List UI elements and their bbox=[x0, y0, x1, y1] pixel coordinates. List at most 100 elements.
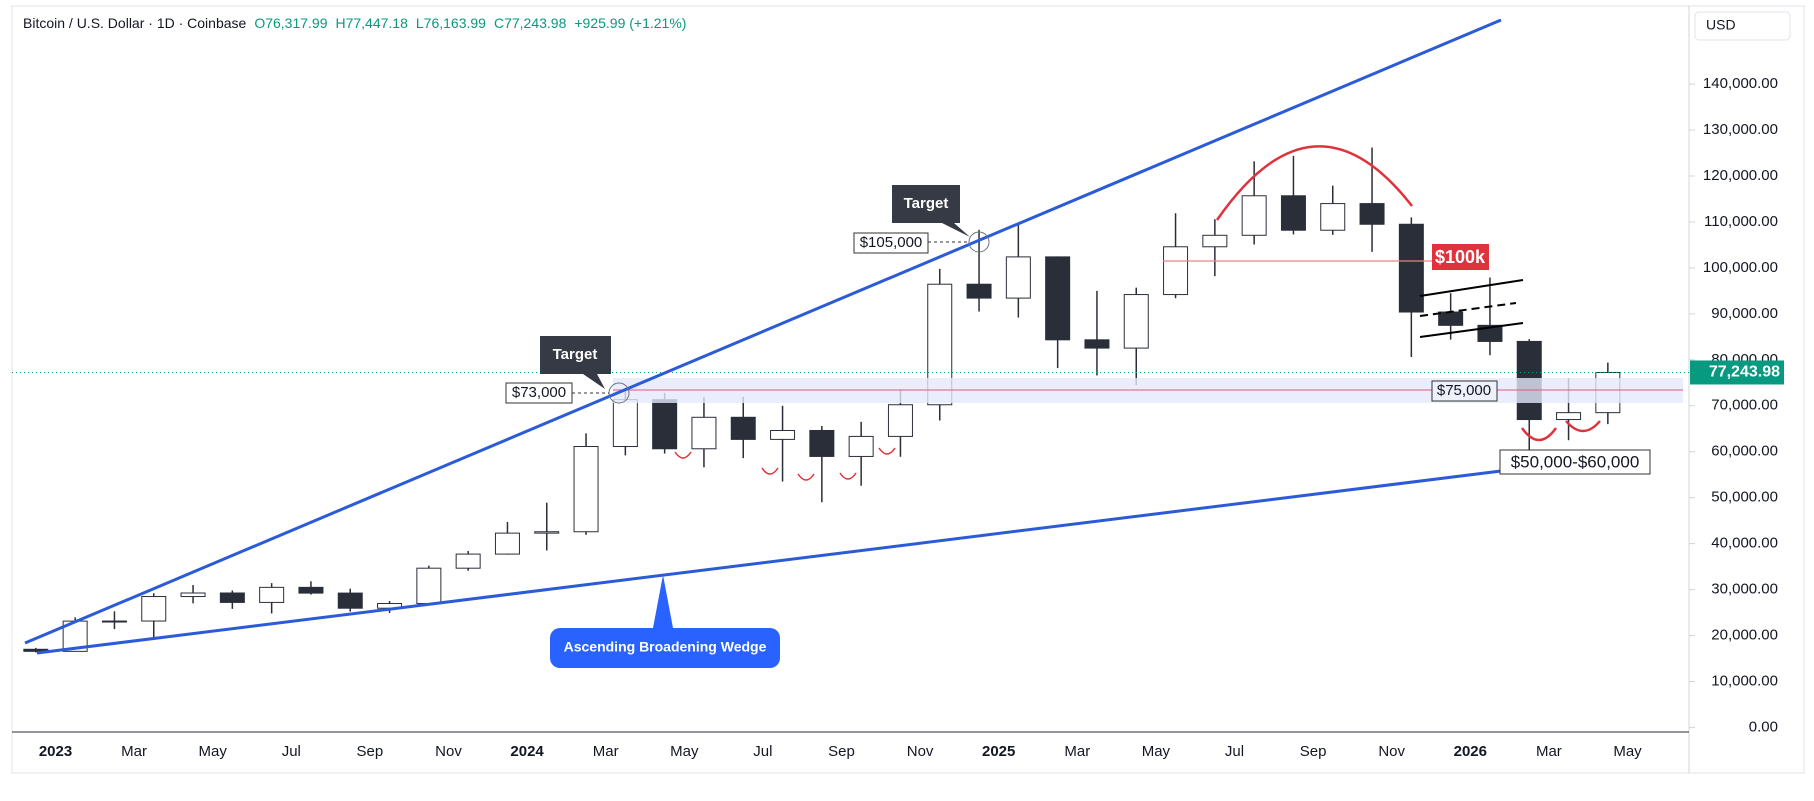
y-tick-label: 110,000.00 bbox=[1704, 213, 1778, 230]
candle-body bbox=[455, 553, 481, 569]
candle-body bbox=[770, 429, 796, 440]
candle-body bbox=[848, 435, 874, 457]
candle-body bbox=[337, 592, 363, 609]
price-box bbox=[1431, 380, 1498, 402]
plot bbox=[12, 147, 1689, 653]
y-tick-label: 60,000.00 bbox=[1711, 443, 1778, 460]
y-tick-label: 90,000.00 bbox=[1711, 305, 1778, 322]
y-tick-label: 130,000.00 bbox=[1703, 121, 1778, 138]
x-tick-label: May bbox=[1613, 743, 1642, 760]
price-box bbox=[1432, 244, 1489, 270]
ohlc-change: +925.99 (+1.21%) bbox=[574, 15, 686, 31]
channel-top bbox=[1419, 279, 1524, 297]
pattern-callout bbox=[550, 575, 780, 668]
candle-body bbox=[1477, 324, 1503, 342]
x-tick-label: Sep bbox=[1300, 743, 1327, 760]
target-label: Target bbox=[904, 195, 949, 212]
candle-body bbox=[966, 283, 992, 299]
x-tick-label: 2025 bbox=[982, 743, 1015, 760]
currency[interactable]: USD bbox=[1706, 17, 1736, 33]
x-tick-label: Mar bbox=[593, 743, 619, 760]
y-tick-label: 120,000.00 bbox=[1703, 167, 1778, 184]
x-tick-label: Jul bbox=[1225, 743, 1244, 760]
x-tick-label: 2023 bbox=[39, 743, 72, 760]
x-tick-label: Sep bbox=[357, 743, 384, 760]
candle-body bbox=[101, 620, 127, 623]
x-tick-label: Nov bbox=[435, 743, 462, 760]
candle-body bbox=[298, 586, 324, 594]
x-tick-label: May bbox=[199, 743, 228, 760]
candle-body bbox=[887, 404, 913, 437]
rounded-top bbox=[1215, 145, 1413, 221]
x-tick-label: Sep bbox=[828, 743, 855, 760]
channel-bottom bbox=[1419, 322, 1524, 338]
candle-body bbox=[259, 586, 285, 603]
x-tick-label: Mar bbox=[121, 743, 147, 760]
ohlc-close: C77,243.98 bbox=[494, 15, 567, 31]
price-box bbox=[1499, 449, 1651, 475]
candle-body bbox=[652, 399, 678, 450]
candle-body bbox=[494, 532, 520, 555]
candle-body bbox=[180, 592, 206, 598]
last-price-box bbox=[1690, 360, 1784, 385]
candle-body bbox=[809, 429, 835, 457]
x-tick-label: Mar bbox=[1536, 743, 1562, 760]
candle-body bbox=[1005, 256, 1031, 299]
y-tick-label: 40,000.00 bbox=[1711, 535, 1778, 552]
candle-body bbox=[1359, 203, 1385, 225]
wedge-lower bbox=[36, 469, 1502, 655]
candle-body bbox=[1280, 195, 1306, 231]
x-tick-label: Jul bbox=[282, 743, 301, 760]
x-tick-label: Nov bbox=[1378, 743, 1405, 760]
price-label: $50,000-$60,000 bbox=[1511, 452, 1640, 471]
candle-body bbox=[1241, 195, 1267, 236]
candle-body bbox=[219, 592, 245, 603]
y-tick-label: 20,000.00 bbox=[1711, 626, 1778, 643]
candle-body bbox=[416, 567, 442, 604]
wedge-upper bbox=[24, 18, 1502, 645]
y-tick-label: 0.00 bbox=[1749, 718, 1778, 735]
x-tick-label: Mar bbox=[1064, 743, 1090, 760]
ohlc-low: L76,163.99 bbox=[416, 15, 486, 31]
ohlc-open: O76,317.99 bbox=[254, 15, 327, 31]
candle-body bbox=[1556, 412, 1582, 421]
x-tick-label: Nov bbox=[907, 743, 934, 760]
last-price-label: 77,243.98 bbox=[1709, 364, 1780, 381]
frame bbox=[11, 5, 1805, 774]
ohlc-high: H77,447.18 bbox=[335, 15, 408, 31]
y-tick-label: 140,000.00 bbox=[1703, 75, 1778, 92]
symbol: Bitcoin / U.S. Dollar · 1D · Coinbase O76… bbox=[23, 15, 686, 31]
x-tick-label: May bbox=[670, 743, 699, 760]
candle-body bbox=[1123, 294, 1149, 349]
x-tick-label: Jul bbox=[753, 743, 772, 760]
candle-body bbox=[1320, 203, 1346, 231]
target-circle bbox=[968, 231, 990, 253]
candle-body bbox=[573, 446, 599, 533]
price-box bbox=[853, 232, 929, 254]
price-label: $105,000 bbox=[860, 234, 923, 251]
price-box bbox=[505, 382, 573, 404]
target-callout bbox=[892, 185, 970, 237]
cups bbox=[674, 420, 1601, 481]
x-tick-label: 2024 bbox=[510, 743, 544, 760]
currency-button[interactable] bbox=[1694, 11, 1791, 41]
candle-body bbox=[141, 596, 167, 622]
target-label: Target bbox=[553, 346, 598, 363]
price-label: $73,000 bbox=[512, 384, 566, 401]
y-tick-label: 100,000.00 bbox=[1703, 259, 1778, 276]
price-label: $75,000 bbox=[1437, 382, 1491, 399]
symbol-name: Bitcoin / U.S. Dollar · 1D · Coinbase bbox=[23, 15, 247, 31]
candle-body bbox=[1084, 339, 1110, 349]
candle-body bbox=[1398, 223, 1424, 313]
y-tick-label: 10,000.00 bbox=[1711, 672, 1778, 689]
y-tick-label: 50,000.00 bbox=[1711, 489, 1778, 506]
pattern-label: Ascending Broadening Wedge bbox=[564, 639, 767, 655]
y-tick-label: 70,000.00 bbox=[1711, 397, 1778, 414]
candle-body bbox=[534, 531, 560, 534]
channel-mid bbox=[1419, 302, 1517, 317]
target-callout bbox=[540, 336, 611, 389]
candle-body bbox=[612, 399, 638, 448]
x-tick-label: 2026 bbox=[1454, 743, 1487, 760]
x-tick-label: May bbox=[1142, 743, 1171, 760]
